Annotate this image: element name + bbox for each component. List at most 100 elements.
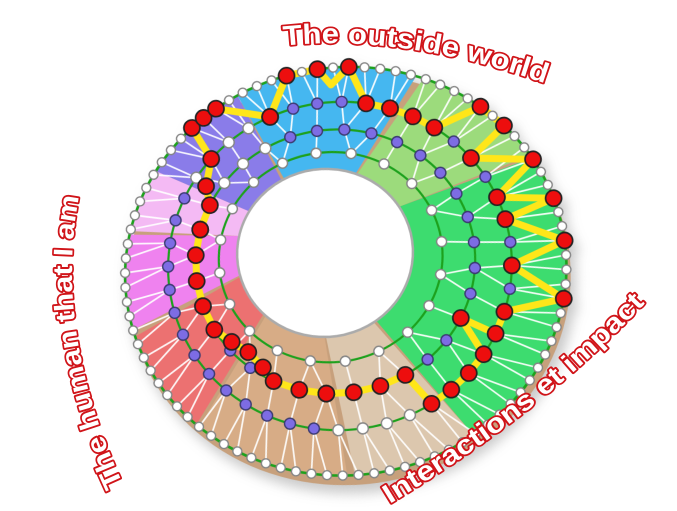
node-white[interactable] [553, 206, 564, 218]
node-white[interactable] [276, 157, 289, 169]
node-red[interactable] [317, 384, 336, 403]
node-white[interactable] [449, 85, 460, 97]
node-red[interactable] [502, 256, 521, 275]
node-white[interactable] [275, 462, 286, 473]
node-white[interactable] [406, 177, 418, 190]
node-white[interactable] [457, 437, 468, 448]
node-white[interactable] [306, 468, 317, 479]
node-red[interactable] [554, 289, 573, 308]
node-purple[interactable] [220, 384, 233, 397]
node-red[interactable] [381, 99, 399, 118]
node-white[interactable] [524, 375, 535, 386]
node-red[interactable] [222, 333, 241, 351]
node-red[interactable] [183, 119, 201, 137]
node-purple[interactable] [447, 135, 460, 148]
node-white[interactable] [515, 387, 526, 398]
node-white[interactable] [214, 267, 226, 279]
node-red[interactable] [201, 196, 219, 215]
node-white[interactable] [119, 267, 131, 279]
node-white[interactable] [462, 93, 473, 104]
sector-light-tan[interactable] [325, 311, 477, 477]
node-white[interactable] [542, 179, 553, 191]
node-white[interactable] [148, 169, 159, 181]
node-red[interactable] [555, 231, 574, 250]
node-white[interactable] [327, 62, 339, 73]
node-red[interactable] [186, 246, 205, 265]
node-white[interactable] [237, 87, 248, 98]
node-white[interactable] [405, 69, 417, 80]
node-red[interactable] [202, 150, 221, 168]
node-red[interactable] [459, 364, 478, 382]
node-white[interactable] [470, 428, 481, 440]
node-red[interactable] [187, 272, 206, 290]
node-white[interactable] [222, 136, 235, 149]
node-white[interactable] [401, 326, 414, 338]
node-purple[interactable] [178, 192, 191, 205]
node-red[interactable] [524, 150, 542, 169]
node-white[interactable] [266, 75, 277, 86]
node-purple[interactable] [434, 166, 447, 179]
node-white[interactable] [141, 182, 152, 194]
node-white[interactable] [290, 466, 302, 477]
node-white[interactable] [321, 469, 333, 481]
node-white[interactable] [122, 238, 134, 250]
node-white[interactable] [561, 264, 572, 275]
node-purple[interactable] [479, 170, 492, 183]
node-white[interactable] [162, 389, 173, 401]
node-white[interactable] [121, 296, 133, 308]
node-white[interactable] [532, 362, 544, 373]
node-purple[interactable] [338, 123, 351, 136]
node-purple[interactable] [307, 422, 321, 435]
node-white[interactable] [165, 144, 177, 156]
node-red[interactable] [404, 107, 422, 126]
node-white[interactable] [120, 253, 132, 264]
sector-pale-pink[interactable] [123, 159, 253, 251]
node-purple[interactable] [440, 334, 453, 347]
node-white[interactable] [171, 401, 183, 412]
node-white[interactable] [226, 203, 239, 215]
node-white[interactable] [232, 446, 243, 457]
node-white[interactable] [535, 166, 547, 178]
sector-salmon[interactable] [129, 274, 278, 431]
node-white[interactable] [425, 204, 438, 216]
node-red[interactable] [194, 297, 212, 316]
node-red[interactable] [425, 118, 444, 137]
sector-pink[interactable] [118, 220, 250, 331]
node-purple[interactable] [161, 260, 175, 273]
node-purple[interactable] [188, 349, 201, 362]
node-white[interactable] [509, 130, 520, 142]
node-purple[interactable] [202, 367, 216, 381]
node-purple[interactable] [461, 210, 474, 224]
node-purple[interactable] [163, 237, 177, 250]
node-white[interactable] [494, 409, 505, 420]
node-white[interactable] [414, 456, 426, 468]
node-white[interactable] [390, 66, 401, 77]
node-white[interactable] [128, 325, 139, 336]
node-white[interactable] [373, 345, 385, 357]
node-purple[interactable] [260, 409, 274, 422]
node-white[interactable] [247, 176, 260, 188]
node-white[interactable] [271, 344, 284, 357]
node-red[interactable] [191, 220, 210, 239]
node-white[interactable] [368, 468, 380, 479]
node-red[interactable] [344, 383, 363, 402]
node-white[interactable] [124, 311, 135, 322]
node-white[interactable] [555, 307, 566, 319]
node-purple[interactable] [284, 131, 297, 144]
node-red[interactable] [308, 60, 327, 79]
node-white[interactable] [214, 234, 227, 246]
node-red[interactable] [207, 99, 225, 118]
node-white[interactable] [443, 444, 455, 455]
node-red[interactable] [205, 320, 224, 339]
node-purple[interactable] [414, 149, 427, 162]
node-purple[interactable] [168, 306, 181, 320]
node-white[interactable] [153, 377, 164, 389]
node-white[interactable] [205, 430, 217, 442]
node-white[interactable] [375, 63, 386, 74]
node-white[interactable] [551, 321, 562, 333]
node-white[interactable] [540, 349, 551, 360]
node-purple[interactable] [421, 353, 434, 366]
node-red[interactable] [471, 97, 490, 116]
node-white[interactable] [556, 220, 568, 232]
node-white[interactable] [223, 95, 235, 106]
